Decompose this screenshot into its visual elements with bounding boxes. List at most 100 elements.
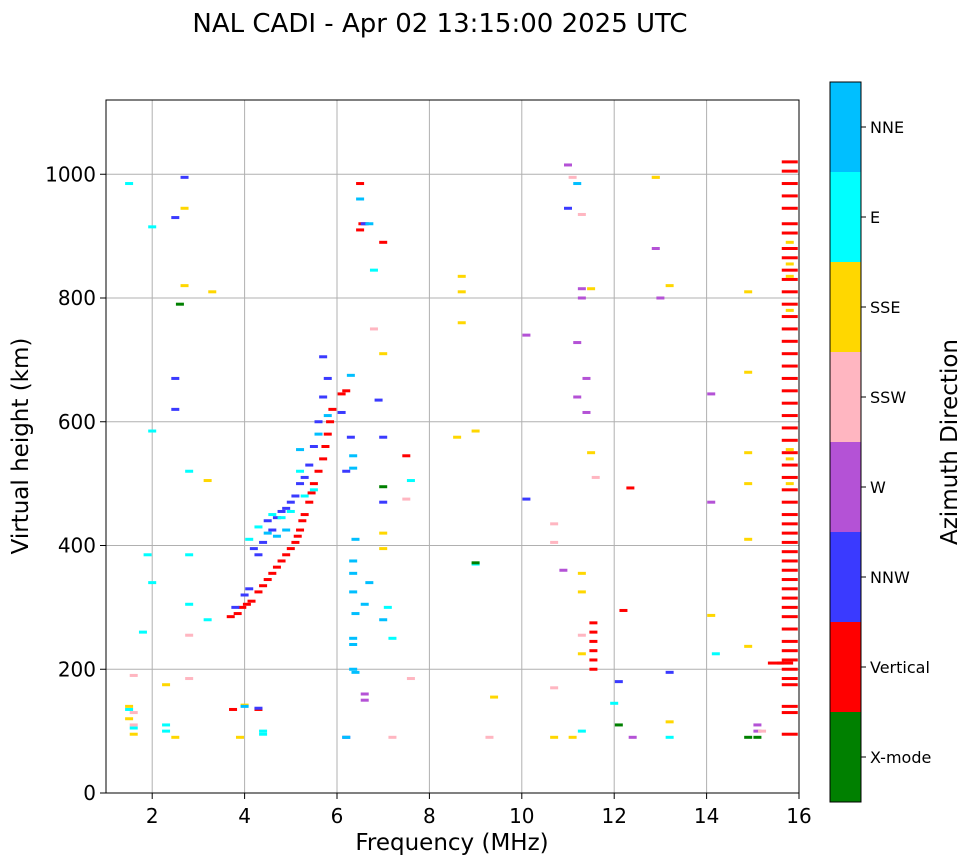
colorbar-segment bbox=[830, 82, 861, 172]
data-point bbox=[577, 590, 586, 594]
data-point bbox=[781, 596, 798, 600]
data-point bbox=[272, 516, 281, 520]
data-point bbox=[781, 615, 798, 619]
data-point bbox=[326, 420, 335, 424]
data-point bbox=[589, 658, 598, 662]
data-point bbox=[564, 206, 572, 210]
data-point bbox=[744, 644, 753, 648]
data-point bbox=[781, 438, 798, 442]
data-point bbox=[233, 612, 242, 616]
data-point bbox=[171, 407, 180, 411]
data-point bbox=[282, 528, 291, 532]
data-point bbox=[785, 457, 794, 461]
data-point bbox=[522, 333, 531, 337]
data-point bbox=[665, 670, 674, 674]
data-point bbox=[573, 182, 582, 186]
data-point bbox=[568, 175, 577, 179]
plot-background bbox=[106, 100, 799, 793]
data-point bbox=[208, 290, 217, 294]
data-point bbox=[589, 621, 598, 625]
data-point bbox=[781, 649, 798, 653]
data-point bbox=[229, 707, 238, 711]
data-point bbox=[573, 341, 582, 345]
data-point bbox=[125, 182, 134, 186]
data-point bbox=[268, 513, 277, 517]
data-point bbox=[360, 602, 369, 606]
data-point bbox=[587, 287, 596, 291]
data-point bbox=[577, 287, 586, 291]
data-point bbox=[379, 500, 388, 504]
data-point bbox=[162, 729, 171, 733]
data-point bbox=[129, 711, 138, 715]
data-point bbox=[587, 451, 596, 455]
data-point bbox=[129, 732, 138, 736]
chart-title: NAL CADI - Apr 02 13:15:00 2025 UTC bbox=[192, 9, 687, 39]
data-point bbox=[781, 513, 798, 517]
y-axis: 0 200 400 600 800 1000 bbox=[45, 162, 106, 805]
data-point bbox=[402, 454, 411, 458]
series-x-mode bbox=[175, 302, 762, 739]
data-point bbox=[309, 482, 318, 486]
data-point bbox=[272, 565, 281, 569]
data-point bbox=[781, 578, 798, 582]
data-point bbox=[781, 711, 798, 715]
data-point bbox=[323, 376, 332, 380]
data-point bbox=[180, 206, 189, 210]
data-point bbox=[781, 568, 798, 572]
data-point bbox=[314, 469, 323, 473]
data-point bbox=[171, 376, 180, 380]
data-point bbox=[129, 726, 138, 730]
data-point bbox=[577, 212, 586, 216]
data-point bbox=[785, 308, 794, 312]
data-point bbox=[785, 240, 794, 244]
data-point bbox=[286, 509, 295, 513]
data-point bbox=[614, 723, 623, 727]
data-points bbox=[125, 160, 798, 739]
colorbar-frame bbox=[829, 81, 862, 803]
data-point bbox=[379, 485, 388, 489]
data-point bbox=[753, 735, 762, 739]
x-tick-label: 10 bbox=[509, 804, 534, 828]
colorbar-tick-label: Vertical bbox=[870, 658, 930, 677]
data-point bbox=[781, 704, 798, 708]
data-point bbox=[180, 284, 189, 288]
data-point bbox=[582, 410, 591, 414]
data-point bbox=[349, 571, 358, 575]
data-point bbox=[369, 268, 378, 272]
data-point bbox=[781, 206, 798, 210]
data-point bbox=[781, 658, 798, 662]
data-point bbox=[305, 463, 314, 467]
data-point bbox=[282, 506, 291, 510]
x-tick-label: 16 bbox=[786, 804, 811, 828]
data-point bbox=[651, 175, 660, 179]
data-point bbox=[148, 429, 157, 433]
data-point bbox=[781, 540, 798, 544]
data-point bbox=[651, 247, 660, 250]
data-point bbox=[309, 445, 318, 448]
y-tick-label: 1000 bbox=[45, 162, 96, 186]
data-point bbox=[286, 547, 295, 551]
data-point bbox=[175, 302, 184, 306]
series-nne bbox=[240, 182, 582, 739]
data-point bbox=[263, 519, 272, 523]
data-point bbox=[162, 723, 171, 727]
data-point bbox=[388, 636, 397, 640]
data-point bbox=[457, 274, 466, 278]
x-tick-label: 2 bbox=[146, 804, 159, 828]
data-point bbox=[185, 677, 194, 681]
data-point bbox=[591, 475, 600, 479]
data-point bbox=[577, 633, 586, 637]
colorbar-tick-label: NNE bbox=[870, 118, 904, 137]
colorbar-label: Azimuth Direction bbox=[937, 339, 963, 545]
colorbar-tick-label: X-mode bbox=[870, 748, 931, 767]
data-point bbox=[781, 667, 798, 671]
data-point bbox=[471, 561, 480, 565]
colorbar: X-mode Vertical NNW W SSW SSE E NNE bbox=[829, 81, 931, 803]
data-point bbox=[245, 537, 254, 541]
data-point bbox=[758, 729, 767, 733]
data-point bbox=[293, 534, 302, 538]
data-point bbox=[614, 680, 623, 684]
data-point bbox=[247, 599, 256, 603]
data-point bbox=[577, 571, 586, 575]
x-tick-label: 8 bbox=[423, 804, 436, 828]
